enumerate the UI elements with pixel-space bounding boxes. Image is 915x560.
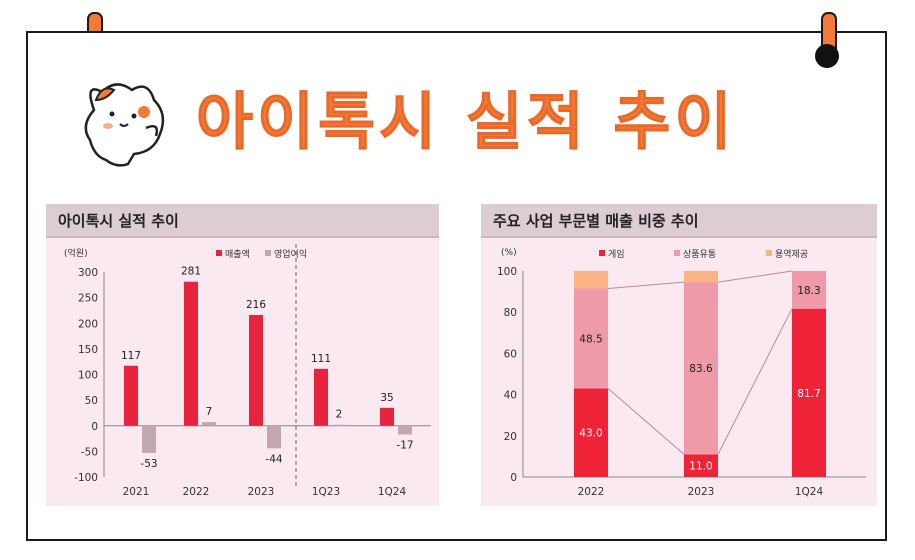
bar (398, 425, 412, 435)
x-tick-label: 2023 (688, 486, 715, 498)
y-tick-label: 300 (78, 267, 98, 279)
bar (124, 365, 138, 426)
bar (249, 315, 263, 426)
y-tick-label: 50 (85, 395, 98, 407)
legend-swatch (216, 250, 222, 256)
data-label: 81.7 (797, 388, 820, 400)
y-tick-label: 100 (78, 370, 98, 382)
legend-swatch (674, 250, 680, 256)
panel-performance: 아이톡시 실적 추이 (억원) 300 250 200 150 100 50 0 -50 -100… (46, 204, 439, 506)
x-tick-label: 1Q23 (312, 486, 340, 498)
bar (202, 422, 216, 426)
stacked-bar-segment (574, 271, 608, 289)
legend-label: 용역제공 (775, 249, 808, 260)
data-label: 111 (311, 353, 331, 365)
y-tick-label: 80 (504, 307, 517, 319)
data-label: -44 (265, 453, 282, 465)
connector-line (607, 388, 685, 455)
stacked-bar-segment (684, 454, 718, 477)
stacked-bar-segment (792, 271, 826, 309)
stacked-bar-segment (792, 308, 826, 477)
connector-line (607, 281, 685, 290)
chart-title: 주요 사업 부문별 매출 비중 추이 (493, 212, 699, 230)
data-label: 35 (380, 392, 393, 404)
stacked-bar-segment (574, 288, 608, 389)
data-label: 281 (181, 266, 201, 278)
stacked-bar-segment (684, 271, 718, 283)
binder-ring-right (815, 44, 839, 68)
y-tick-label: 40 (504, 390, 517, 402)
data-label: -53 (140, 458, 157, 470)
x-tick-label: 2022 (183, 486, 210, 498)
y-unit-label: (억원) (64, 247, 88, 259)
x-tick-label: 1Q24 (795, 486, 824, 498)
y-tick-label: 200 (78, 318, 98, 330)
cat-mascot-icon (84, 83, 165, 167)
connector-line (717, 270, 793, 283)
data-label: 43.0 (579, 428, 602, 440)
legend-swatch (265, 250, 271, 256)
y-tick-label: 20 (504, 431, 517, 443)
legend-label: 상품유통 (683, 249, 716, 260)
bar (332, 424, 346, 426)
data-label: 11.0 (689, 461, 712, 473)
legend-swatch (599, 250, 605, 256)
data-label: 48.5 (579, 333, 602, 345)
x-tick-label: 2022 (578, 486, 605, 498)
data-label: 216 (246, 299, 266, 311)
stacked-bar-segment (684, 282, 718, 455)
legend-label: 게임 (608, 248, 625, 260)
legend-label: 매출액 (225, 248, 250, 260)
x-tick-label: 2021 (123, 486, 150, 498)
chart-title: 아이톡시 실적 추이 (58, 212, 179, 230)
y-tick-label: 150 (78, 344, 98, 356)
page-title: 아이톡시 실적 추이 (196, 85, 736, 159)
y-tick-label: 100 (497, 266, 517, 278)
legend-label: 영업이익 (274, 248, 307, 260)
chart-performance: (억원) 300 250 200 150 100 50 0 -50 -100 매출액 영업이익 117 -… (64, 244, 431, 498)
x-tick-label: 2023 (248, 486, 275, 498)
connector-line (717, 308, 793, 455)
data-label: 7 (206, 406, 213, 418)
y-tick-label: 0 (510, 472, 517, 484)
data-label: -17 (396, 439, 413, 451)
legend-swatch (766, 250, 772, 256)
y-tick-label: -50 (81, 446, 98, 458)
panel-header: 주요 사업 부문별 매출 비중 추이 (481, 204, 877, 238)
stacked-bar-segment (574, 388, 608, 477)
panel-header: 아이톡시 실적 추이 (46, 204, 439, 238)
data-label: 2 (336, 409, 343, 421)
y-tick-label: 0 (91, 421, 98, 433)
data-label: 18.3 (797, 285, 820, 297)
y-tick-label: 250 (78, 293, 98, 305)
data-label: 83.6 (689, 363, 713, 375)
bar (184, 281, 198, 426)
data-label: 117 (121, 350, 141, 362)
y-tick-label: 60 (504, 348, 517, 360)
bar (267, 425, 281, 449)
bar (380, 407, 394, 426)
y-tick-label: -100 (74, 472, 98, 484)
bar (314, 368, 328, 426)
y-unit-label: (%) (501, 248, 517, 258)
chart-segment-share: (%) 100 80 60 40 20 0 게임 상품유통 용역제공 43.0 48.5 2022 11.… (497, 248, 866, 498)
panel-segment-share: 주요 사업 부문별 매출 비중 추이 (%) 100 80 60 40 20 0 게임 상품유통… (481, 204, 877, 506)
x-tick-label: 1Q24 (378, 486, 407, 498)
bar (142, 425, 156, 453)
